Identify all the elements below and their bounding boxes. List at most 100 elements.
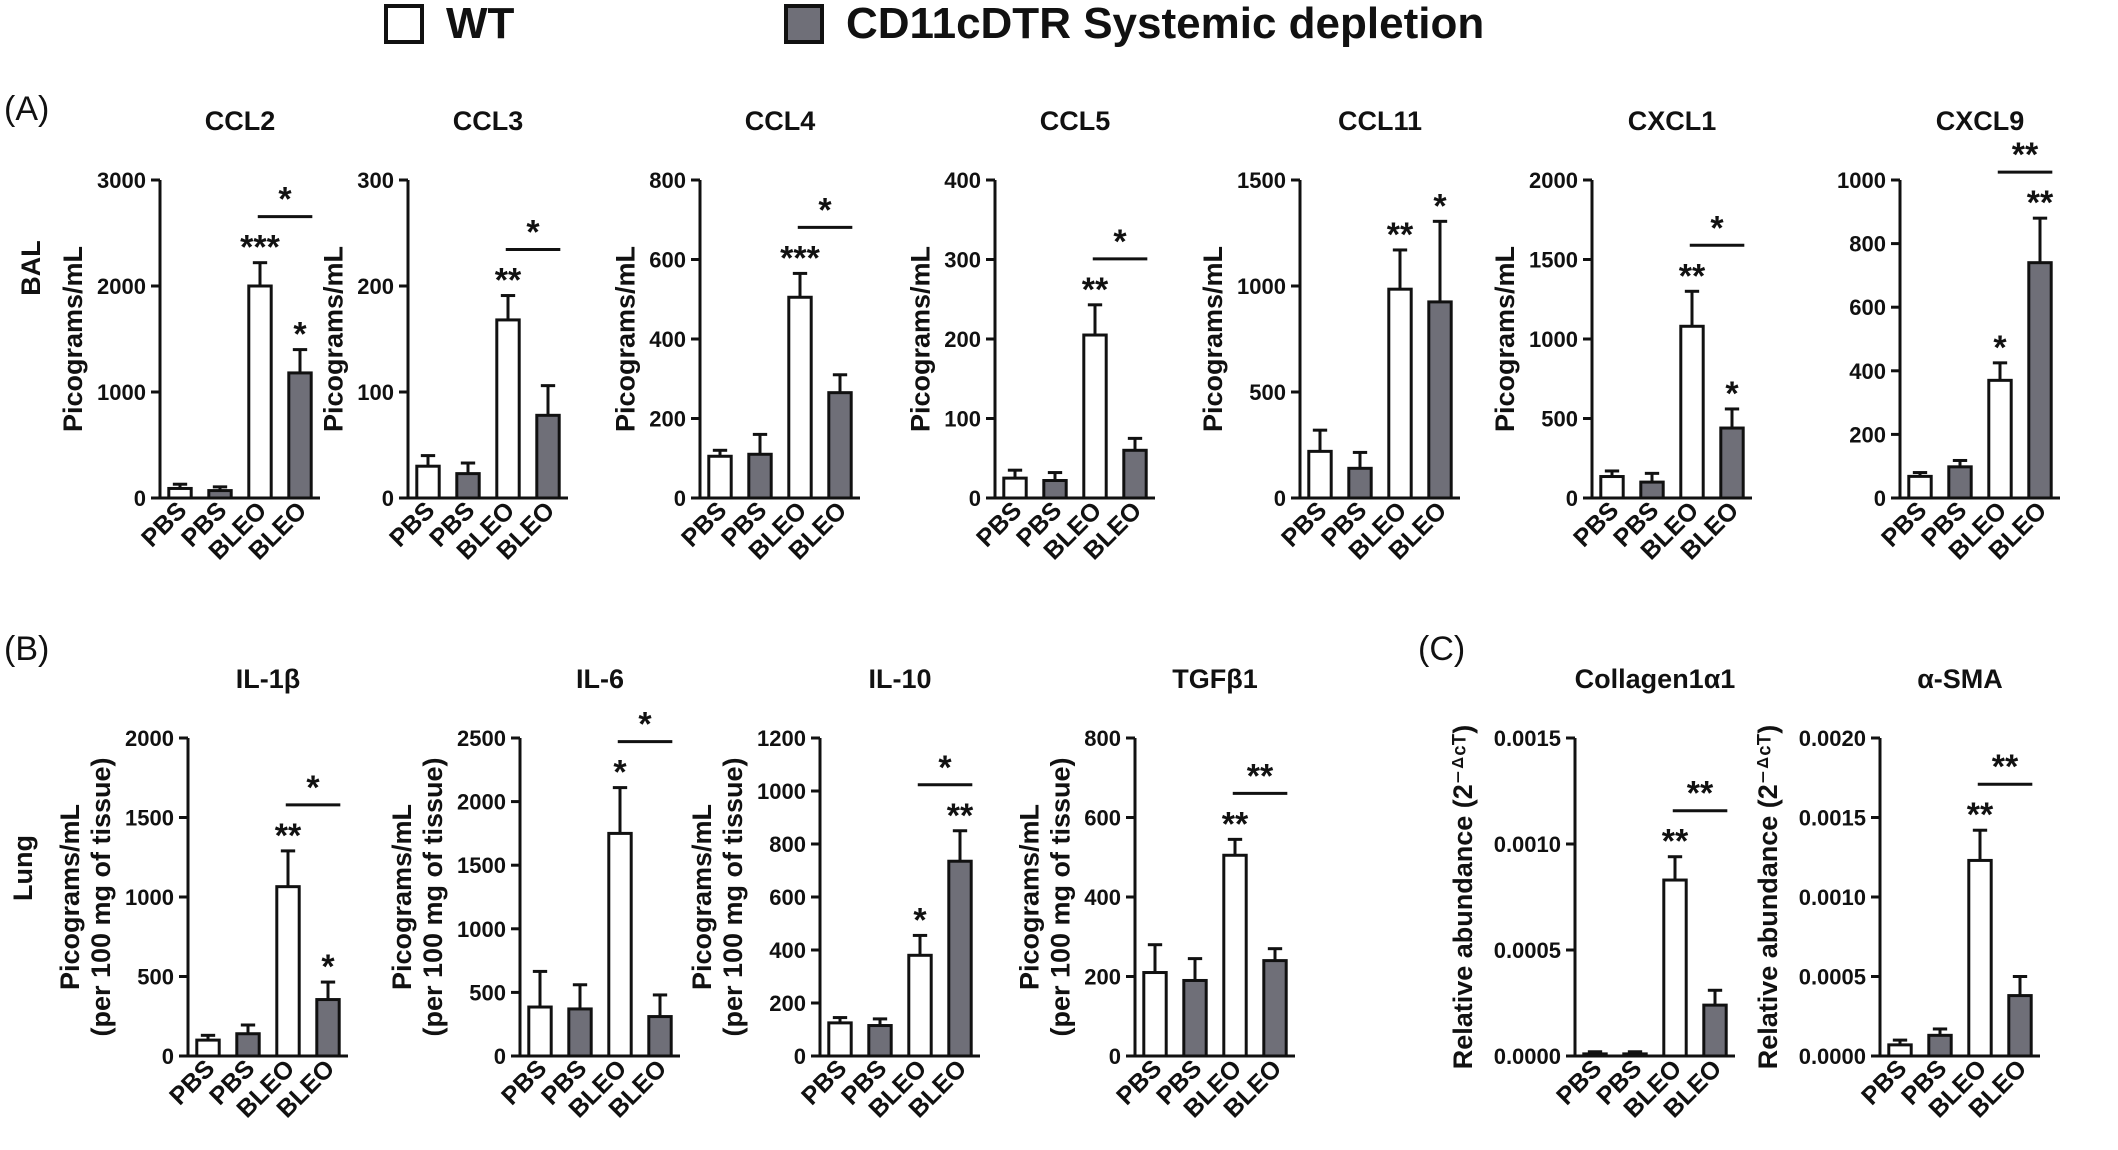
- bar: [415, 464, 441, 500]
- chart-9: IL-10 0 200 400 600 800 1000 1200 Picograms/mL (p…: [687, 664, 980, 1123]
- y-tick-label: 100: [357, 380, 394, 405]
- significance-mark: ***: [240, 229, 280, 267]
- chart-11: Collagen1α1 0.0000 0.0005 0.0010 0.0015 Relat…: [1448, 664, 1735, 1123]
- y-tick-label: 600: [1084, 806, 1121, 831]
- significance-mark: *: [913, 901, 927, 939]
- y-tick-label: 1200: [757, 726, 806, 751]
- bracket-significance-mark: *: [938, 749, 952, 787]
- y-tick-label: 100: [944, 407, 981, 432]
- significance-mark: *: [613, 754, 627, 792]
- bar: [1122, 448, 1148, 500]
- y-tick-label: 300: [357, 168, 394, 193]
- y-tick-label: 0: [162, 1044, 174, 1069]
- significance-mark: **: [2027, 184, 2054, 222]
- panel-label-b: (B): [4, 630, 49, 668]
- bar: [1307, 449, 1333, 500]
- bar: [1947, 465, 1973, 500]
- y-tick-label: 0.0005: [1799, 965, 1866, 990]
- bar: [247, 284, 273, 500]
- bar: [1639, 480, 1665, 500]
- bar: [1967, 858, 1993, 1058]
- significance-mark: **: [1967, 796, 1994, 834]
- y-tick-label: 1000: [1237, 274, 1286, 299]
- bar: [1142, 971, 1168, 1058]
- y-tick-label: 2500: [457, 726, 506, 751]
- y-tick-label: 3000: [97, 168, 146, 193]
- bar: [1907, 474, 1933, 500]
- bar: [707, 454, 733, 500]
- y-tick-label: 1000: [1529, 327, 1578, 352]
- chart-12: α-SMA 0.0000 0.0005 0.0010 0.0015 0.0020 Relat…: [1753, 664, 2040, 1123]
- y-tick-label: 200: [1084, 965, 1121, 990]
- y-axis-label: Relative abundance (2⁻ᐞᶜᵀ): [1448, 725, 1478, 1070]
- chart-title: CXCL1: [1628, 106, 1717, 136]
- chart-4: CCL11050010001500Picograms/mLPBSPBS**BLE…: [1198, 106, 1460, 565]
- panel-label-a: (A): [4, 90, 49, 128]
- row-label-bal: BAL: [16, 240, 46, 296]
- y-tick-label: 0.0010: [1494, 832, 1561, 857]
- y-tick-label: 200: [944, 327, 981, 352]
- bar: [1427, 300, 1453, 500]
- y-tick-label: 0: [1874, 486, 1886, 511]
- bar: [1599, 475, 1625, 500]
- panel-label-c: (C): [1418, 630, 1465, 668]
- bracket-significance-mark: *: [526, 214, 540, 252]
- legend-label-wt: WT: [446, 0, 515, 48]
- y-tick-label: 1500: [1237, 168, 1286, 193]
- bar: [1387, 287, 1413, 500]
- y-tick-label: 0: [1274, 486, 1286, 511]
- y-axis-label: Picograms/mL: [687, 804, 717, 990]
- chart-title: CCL4: [745, 106, 816, 136]
- y-tick-label: 0: [674, 486, 686, 511]
- bar: [1987, 378, 2013, 500]
- bar: [455, 472, 481, 500]
- bar: [315, 998, 341, 1058]
- y-tick-label: 200: [769, 991, 806, 1016]
- y-tick-label: 1500: [457, 853, 506, 878]
- y-tick-label: 800: [649, 168, 686, 193]
- significance-mark: *: [1433, 187, 1447, 225]
- y-axis-label: (per 100 mg of tissue): [418, 757, 448, 1036]
- y-tick-label: 0.0000: [1799, 1044, 1866, 1069]
- chart-title: CXCL9: [1936, 106, 2025, 136]
- y-tick-label: 2000: [1529, 168, 1578, 193]
- y-tick-label: 1500: [1529, 248, 1578, 273]
- y-tick-label: 800: [1849, 232, 1886, 257]
- significance-mark: **: [495, 262, 522, 300]
- y-tick-label: 0.0020: [1799, 726, 1866, 751]
- legend-label-dtr: CD11cDTR Systemic depletion: [846, 0, 1484, 48]
- legend-swatch-dtr: [784, 4, 824, 44]
- y-axis-label: Picograms/mL: [1490, 246, 1520, 432]
- chart-title: CCL11: [1338, 106, 1422, 136]
- bracket-significance-mark: *: [1710, 209, 1724, 247]
- bracket-significance-mark: **: [1992, 748, 2019, 786]
- bar: [1927, 1033, 1953, 1058]
- chart-5: CXCL10500100015002000Picograms/mLPBSPBS*…: [1490, 106, 1752, 565]
- bracket-significance-mark: **: [1247, 757, 1274, 795]
- y-axis-label: (per 100 mg of tissue): [718, 757, 748, 1036]
- y-tick-label: 0: [1566, 486, 1578, 511]
- y-tick-label: 400: [1084, 885, 1121, 910]
- bar: [827, 391, 853, 500]
- chart-2: CCL40200400600800Picograms/mLPBSPBS***BL…: [611, 106, 860, 565]
- y-tick-label: 200: [649, 407, 686, 432]
- y-axis-label: Picograms/mL: [58, 246, 88, 432]
- y-tick-label: 0: [1109, 1044, 1121, 1069]
- y-tick-label: 0: [969, 486, 981, 511]
- bar: [535, 413, 561, 500]
- significance-mark: *: [321, 948, 335, 986]
- significance-mark: **: [1679, 257, 1706, 295]
- bar: [1082, 333, 1108, 500]
- bar: [1347, 466, 1373, 500]
- bar: [495, 318, 521, 500]
- bar: [1182, 978, 1208, 1058]
- y-tick-label: 0.0015: [1494, 726, 1561, 751]
- y-tick-label: 2000: [97, 274, 146, 299]
- y-axis-label: (per 100 mg of tissue): [1046, 757, 1076, 1036]
- y-axis-label: Picograms/mL: [387, 804, 417, 990]
- significance-mark: **: [1387, 216, 1414, 254]
- bar: [647, 1015, 673, 1058]
- bar: [867, 1024, 893, 1058]
- significance-mark: *: [293, 316, 307, 354]
